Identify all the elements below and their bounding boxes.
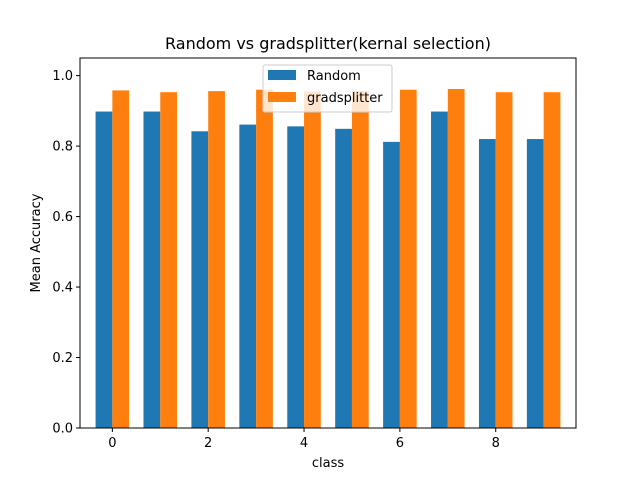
- chart-title: Random vs gradsplitter(kernal selection): [165, 34, 491, 53]
- bar-gradsplitter-class-3: [256, 89, 273, 428]
- legend-label-random: Random: [307, 69, 361, 84]
- x-tick-label: 0: [108, 436, 116, 451]
- plot-frame: [79, 57, 577, 429]
- bar-random-class-7: [431, 111, 448, 429]
- bar-gradsplitter-class-5: [351, 91, 369, 428]
- y-axis-ticks: 0.0 0.2 0.4 0.6 0.8 1.0: [52, 69, 80, 437]
- x-tick-label: 2: [204, 436, 212, 451]
- legend-swatch-gradsplitter: [268, 92, 296, 102]
- x-tick-label: 6: [396, 436, 404, 451]
- y-tick-label: 0.0: [52, 422, 73, 437]
- bar-gradsplitter-class-0: [112, 90, 130, 429]
- y-tick-label: 0.2: [52, 351, 73, 366]
- x-tick-label: 4: [300, 436, 308, 451]
- bar-random-class-0: [95, 111, 113, 429]
- legend: Random gradsplitter: [262, 64, 393, 113]
- bar-random-class-2: [191, 131, 209, 429]
- x-axis-ticks: 0 2 4 6 8: [108, 428, 500, 451]
- bar-gradsplitter-class-1: [160, 92, 178, 428]
- bar-gradsplitter-class-6: [399, 89, 417, 428]
- y-tick-label: 0.8: [52, 140, 73, 155]
- bar-random-class-5: [335, 128, 352, 429]
- bar-random-class-3: [239, 124, 257, 428]
- legend-label-gradsplitter: gradsplitter: [307, 91, 383, 106]
- x-tick-label: 8: [492, 436, 500, 451]
- bar-gradsplitter-class-9: [543, 92, 561, 428]
- bar-random-class-8: [478, 139, 496, 429]
- bar-random-class-1: [143, 111, 161, 429]
- y-tick-label: 0.4: [52, 281, 73, 296]
- bar-random-class-9: [526, 139, 544, 429]
- bar-gradsplitter-class-7: [447, 89, 465, 428]
- y-tick-label: 0.6: [52, 210, 73, 225]
- y-tick-label: 1.0: [52, 69, 73, 84]
- bar-random-class-6: [383, 141, 400, 428]
- y-axis-title: Mean Accuracy: [29, 193, 44, 292]
- bars: [95, 89, 561, 429]
- legend-swatch-random: [268, 70, 296, 80]
- bar-gradsplitter-class-2: [208, 91, 225, 428]
- bar-random-class-4: [287, 126, 305, 428]
- bar-gradsplitter-class-4: [304, 91, 321, 428]
- x-axis-title: class: [312, 456, 344, 471]
- bar-gradsplitter-class-8: [495, 92, 513, 428]
